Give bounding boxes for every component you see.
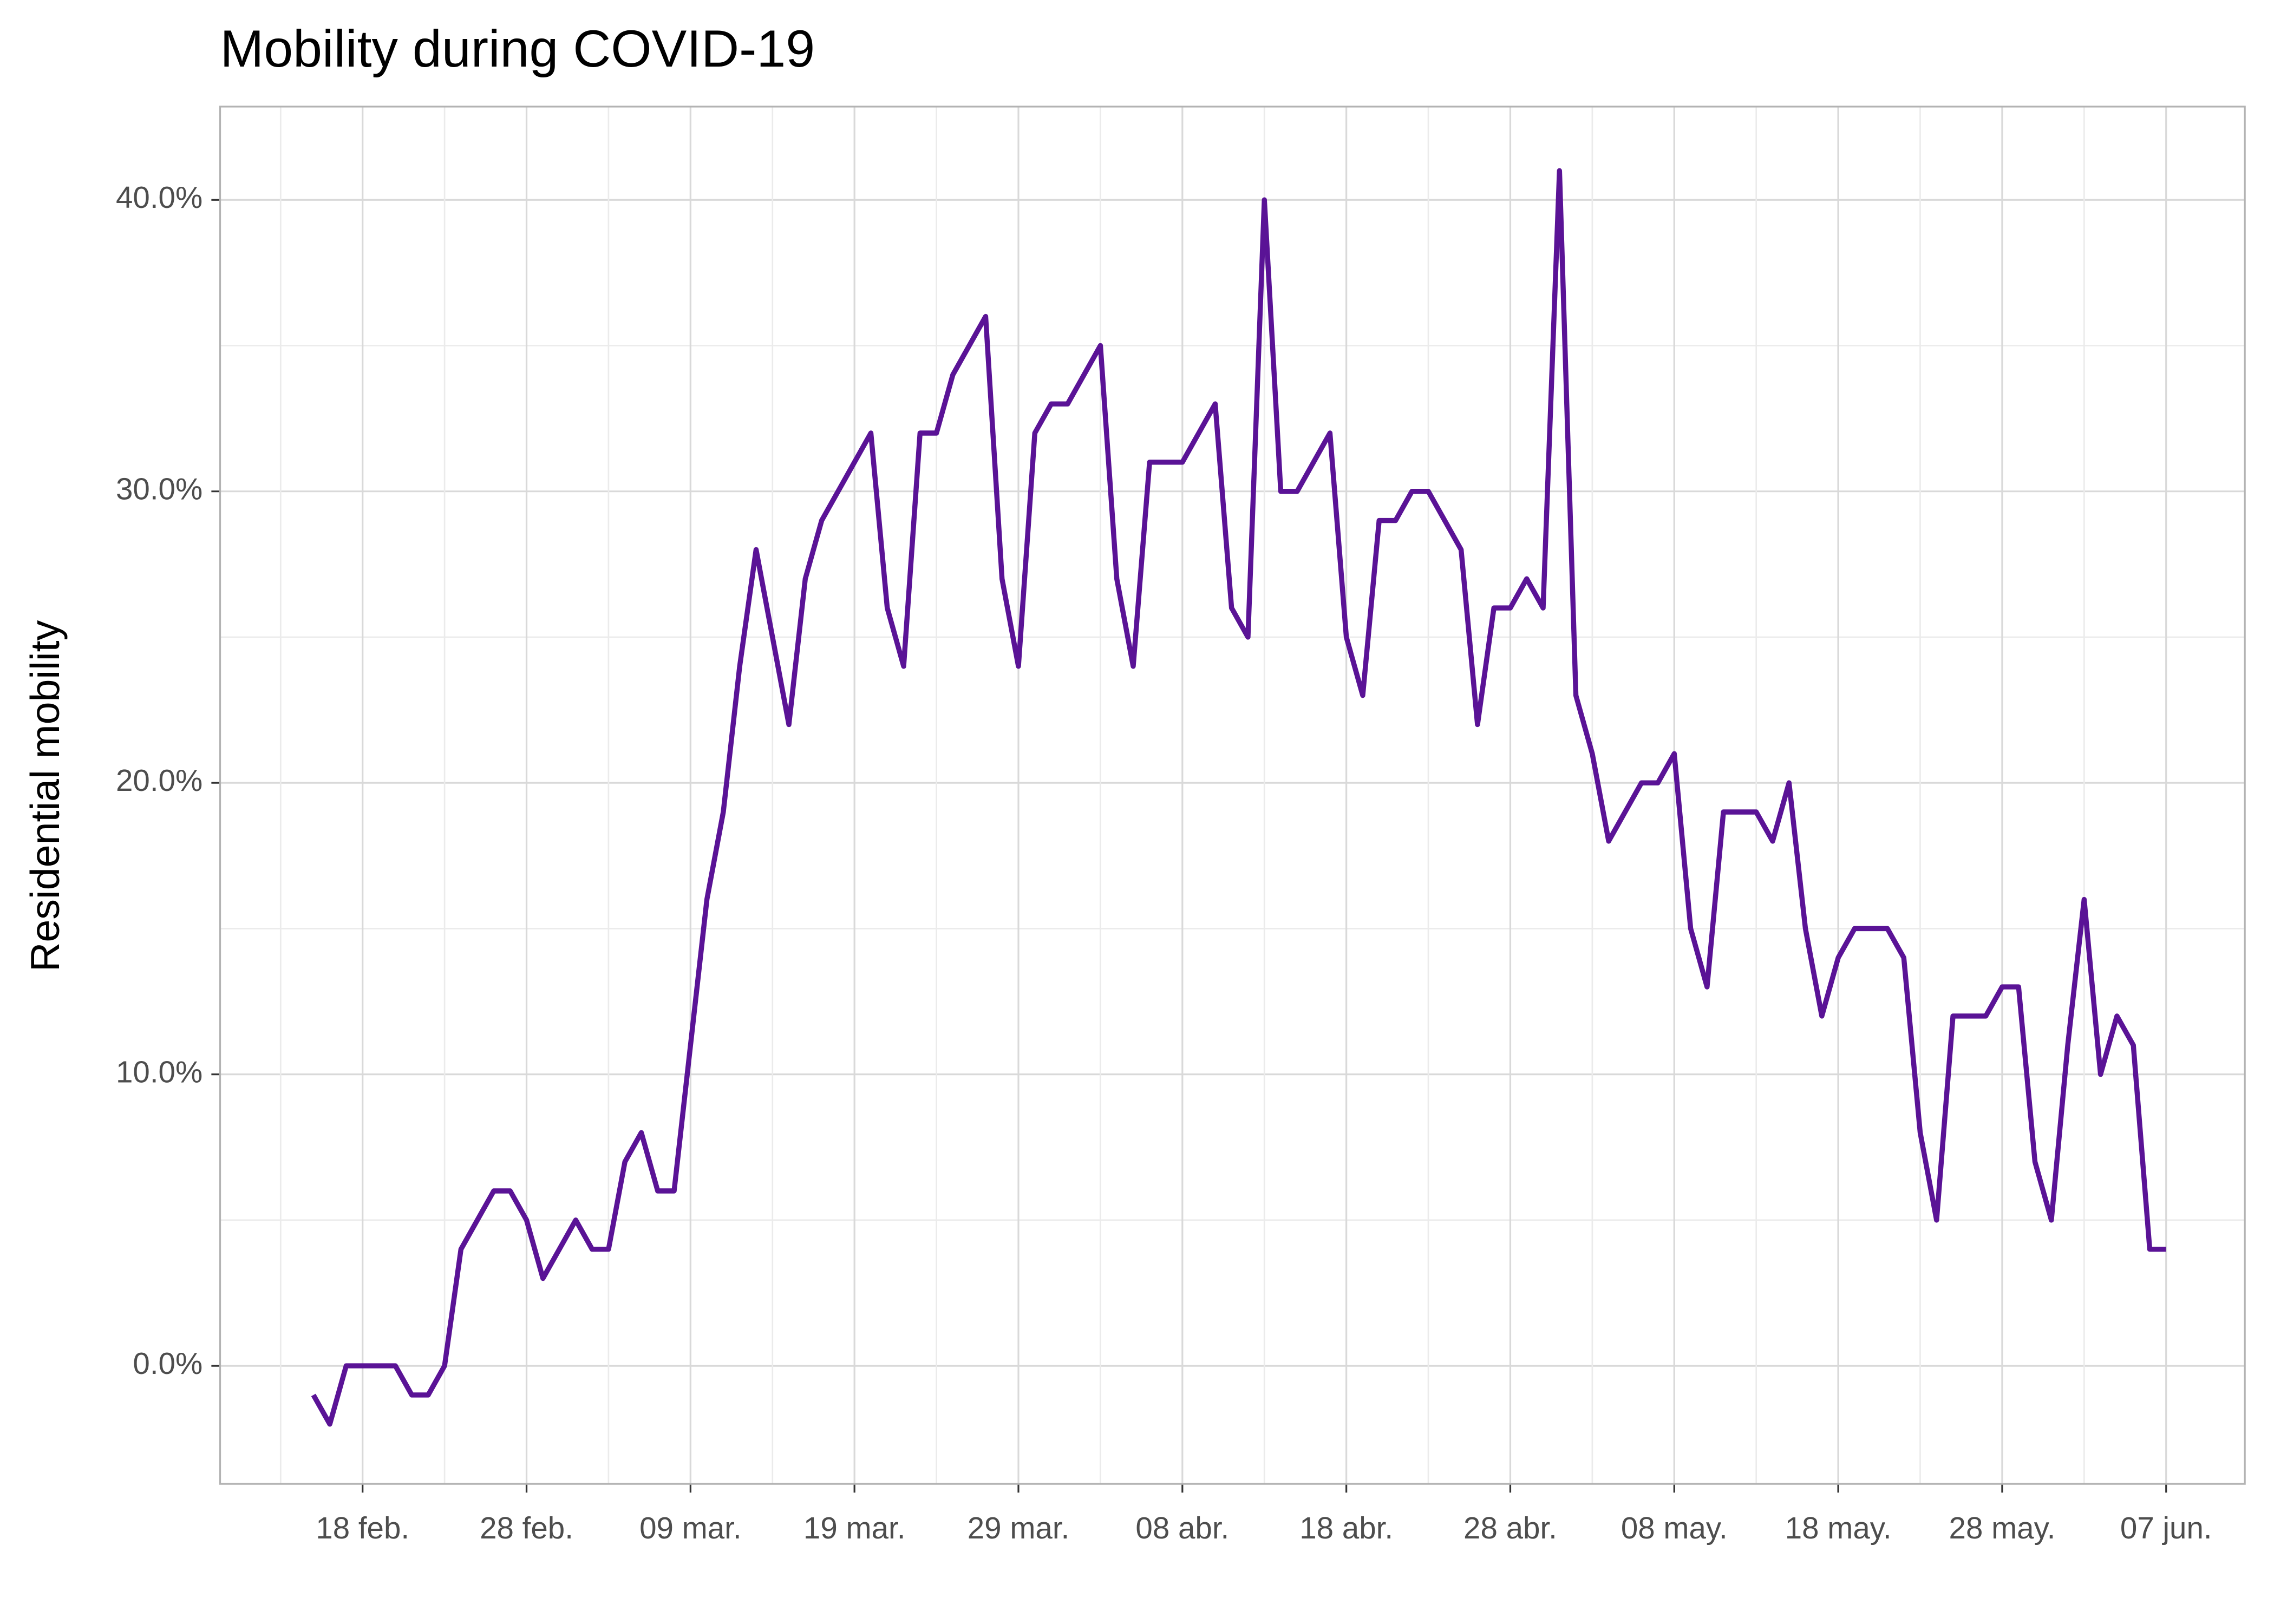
x-tick-label: 29 mar.: [968, 1511, 1069, 1545]
plot-area: [311, 168, 2166, 1427]
line-series: [311, 168, 2166, 1427]
x-tick-label: 09 mar.: [639, 1511, 741, 1545]
y-tick-label: 10.0%: [116, 1055, 202, 1089]
x-tick-label: 07 jun.: [2120, 1511, 2212, 1545]
chart-title: Mobility during COVID-19: [220, 19, 815, 78]
grid: [220, 106, 2245, 1484]
x-tick-label: 28 abr.: [1463, 1511, 1557, 1545]
y-tick-label: 0.0%: [133, 1346, 202, 1380]
y-axis-label: Residential mobility: [22, 620, 68, 972]
x-tick-label: 28 may.: [1949, 1511, 2056, 1545]
y-tick-label: 40.0%: [116, 180, 202, 214]
panel-border: [219, 106, 2246, 1485]
y-tick-label: 30.0%: [116, 472, 202, 506]
x-tick-label: 28 feb.: [480, 1511, 573, 1545]
y-tick-label: 20.0%: [116, 763, 202, 797]
x-tick-label: 18 abr.: [1299, 1511, 1393, 1545]
x-tick-label: 18 feb.: [316, 1511, 409, 1545]
x-tick-label: 18 may.: [1785, 1511, 1892, 1545]
x-tick-label: 08 abr.: [1135, 1511, 1229, 1545]
x-tick-label: 08 may.: [1621, 1511, 1728, 1545]
x-tick-label: 19 mar.: [803, 1511, 905, 1545]
